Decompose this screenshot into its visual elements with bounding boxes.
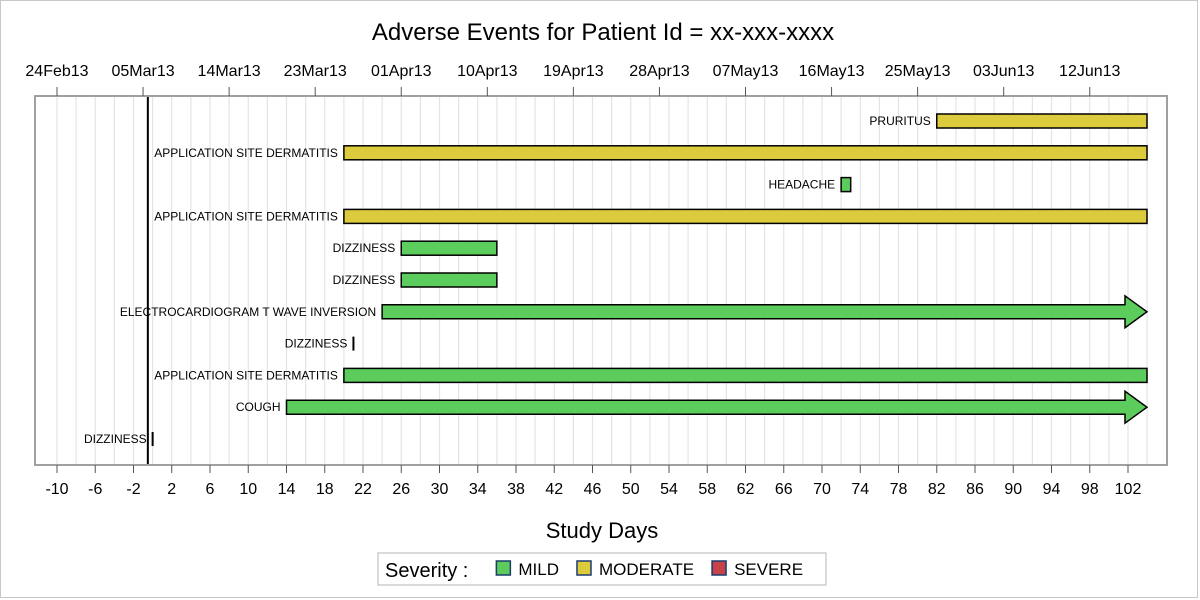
event-label: APPLICATION SITE DERMATITIS <box>154 209 338 223</box>
event-row: DIZZINESS <box>333 240 498 256</box>
event-row: APPLICATION SITE DERMATITIS <box>154 145 1148 161</box>
bottom-tick-label: 86 <box>966 481 984 498</box>
event-label: PRURITUS <box>869 114 930 128</box>
top-tick-label: 16May13 <box>799 63 865 80</box>
legend-swatch <box>576 560 592 576</box>
bottom-tick-label: 70 <box>813 481 831 498</box>
bottom-tick-label: 14 <box>278 481 296 498</box>
event-bar <box>400 272 498 288</box>
bottom-tick-label: 42 <box>545 481 563 498</box>
event-row: HEADACHE <box>768 176 852 193</box>
bottom-tick-label: 58 <box>698 481 716 498</box>
bottom-tick-label: 62 <box>737 481 755 498</box>
severity-legend: Severity : MILD MODERATE SEVERE <box>377 552 827 586</box>
top-tick-label: 23Mar13 <box>284 63 347 80</box>
event-bar <box>840 176 852 193</box>
event-row: APPLICATION SITE DERMATITIS <box>154 208 1148 225</box>
bottom-tick-label: 10 <box>239 481 257 498</box>
bottom-tick-label: 66 <box>775 481 793 498</box>
chart-title: Adverse Events for Patient Id = xx-xxx-x… <box>372 19 834 46</box>
bottom-tick-label: 94 <box>1043 481 1061 498</box>
top-tick-label: 07May13 <box>713 63 779 80</box>
top-tick-label: 05Mar13 <box>111 63 174 80</box>
bottom-tick-label: 34 <box>469 481 487 498</box>
bottom-tick-label: 54 <box>660 481 678 498</box>
legend-swatch <box>711 560 727 576</box>
legend-entry-label: MODERATE <box>599 560 694 579</box>
bottom-tick-label: 2 <box>167 481 176 498</box>
event-label: APPLICATION SITE DERMATITIS <box>154 146 338 160</box>
event-row: COUGH <box>236 389 1149 425</box>
event-row: PRURITUS <box>869 113 1148 129</box>
bottom-tick-label: 6 <box>206 481 215 498</box>
event-bar <box>343 145 1148 161</box>
event-label: COUGH <box>236 400 281 414</box>
top-tick-label: 10Apr13 <box>457 63 518 80</box>
event-bar <box>936 113 1148 129</box>
top-tick-label: 28Apr13 <box>629 63 690 80</box>
event-label: ELECTROCARDIOGRAM T WAVE INVERSION <box>120 305 376 319</box>
bottom-tick-label: 98 <box>1081 481 1099 498</box>
x-axis-label: Study Days <box>546 518 659 543</box>
bottom-tick-label: 90 <box>1004 481 1022 498</box>
event-bar-arrow <box>381 294 1149 330</box>
top-date-axis: 24Feb13 05Mar13 14Mar13 23Mar13 01Apr13 10Apr… <box>25 63 1121 96</box>
event-label: DIZZINESS <box>84 432 147 446</box>
top-tick-label: 25May13 <box>885 63 951 80</box>
bottom-tick-label: -6 <box>88 481 102 498</box>
bottom-tick-label: -2 <box>126 481 140 498</box>
bottom-tick-label: 46 <box>584 481 602 498</box>
top-tick-label: 03Jun13 <box>973 63 1034 80</box>
bottom-tick-label: 30 <box>431 481 449 498</box>
event-row: ELECTROCARDIOGRAM T WAVE INVERSION <box>120 294 1149 330</box>
event-bar <box>400 240 498 256</box>
event-label: DIZZINESS <box>285 337 348 351</box>
legend-entry: MODERATE <box>576 560 694 579</box>
top-tick-label: 12Jun13 <box>1059 63 1120 80</box>
top-tick-label: 01Apr13 <box>371 63 432 80</box>
event-row: DIZZINESS <box>285 336 355 351</box>
top-tick-label: 14Mar13 <box>198 63 261 80</box>
event-label: APPLICATION SITE DERMATITIS <box>154 368 338 382</box>
event-label: DIZZINESS <box>333 273 396 287</box>
bottom-tick-label: 50 <box>622 481 640 498</box>
bottom-tick-label: -10 <box>45 481 68 498</box>
bottom-tick-label: 82 <box>928 481 946 498</box>
bottom-tick-label: 78 <box>890 481 908 498</box>
event-row: APPLICATION SITE DERMATITIS <box>154 367 1148 384</box>
event-row: DIZZINESS <box>84 432 154 446</box>
legend-box <box>377 552 827 586</box>
event-label: HEADACHE <box>768 178 835 192</box>
top-tick-label: 24Feb13 <box>25 63 88 80</box>
event-label: DIZZINESS <box>333 241 396 255</box>
event-row: DIZZINESS <box>333 272 498 288</box>
bottom-tick-label: 102 <box>1115 481 1142 498</box>
bottom-tick-label: 18 <box>316 481 334 498</box>
legend-entry: SEVERE <box>711 560 803 579</box>
bottom-study-day-axis: -10 -6 -2 2 6 10 14 18 22 26 30 34 38 42 46 50 54 58 62 66 7… <box>45 465 1141 498</box>
event-bar <box>343 208 1148 225</box>
event-bar <box>343 367 1148 384</box>
top-tick-label: 19Apr13 <box>543 63 604 80</box>
legend-entry: MILD <box>495 560 559 579</box>
bottom-tick-label: 26 <box>392 481 410 498</box>
bottom-tick-label: 22 <box>354 481 372 498</box>
plot-area <box>34 95 1168 466</box>
bottom-tick-label: 74 <box>851 481 869 498</box>
legend-title: Severity : <box>385 560 468 582</box>
bottom-tick-label: 38 <box>507 481 525 498</box>
legend-entry-label: SEVERE <box>734 560 803 579</box>
event-bar-arrow <box>285 389 1149 425</box>
legend-entry-label: MILD <box>518 560 559 579</box>
legend-swatch <box>495 560 512 576</box>
event-bars: PRURITUS APPLICATION SITE DERMATITIS HEADA… <box>84 113 1149 446</box>
legend-entries: MILD MODERATE SEVERE <box>495 560 803 579</box>
